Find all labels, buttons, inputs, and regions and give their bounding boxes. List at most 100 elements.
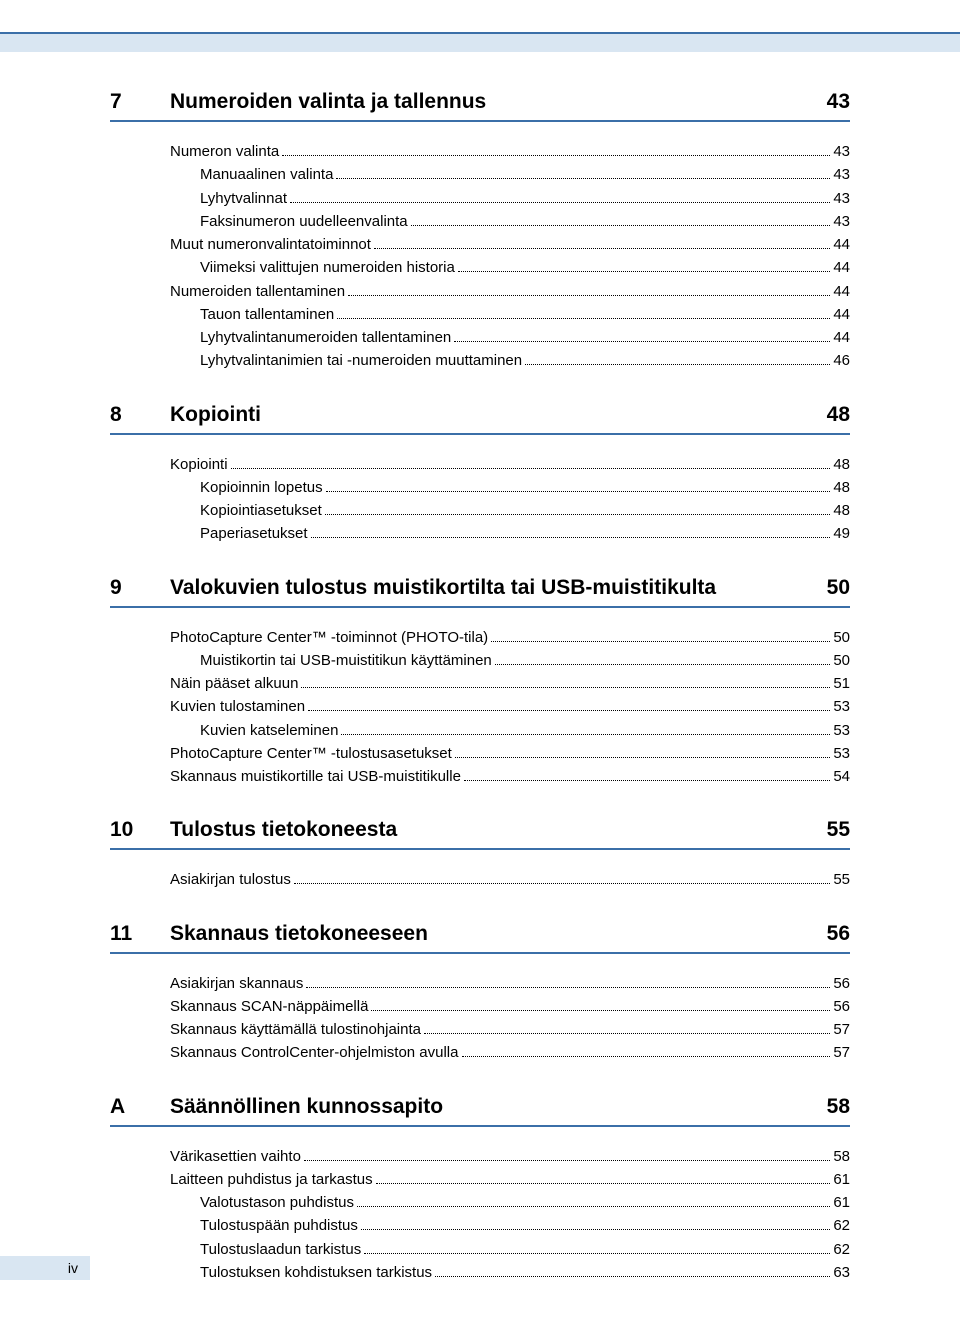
entry-dots bbox=[491, 641, 830, 642]
toc-entry: Laitteen puhdistus ja tarkastus 61 bbox=[170, 1168, 850, 1191]
section-title: Numeroiden valinta ja tallennus bbox=[170, 90, 827, 114]
entry-dots bbox=[462, 1056, 831, 1057]
entry-page: 61 bbox=[833, 1191, 850, 1214]
toc-entry: PhotoCapture Center™ -tulostusasetukset5… bbox=[170, 742, 850, 765]
entry-dots bbox=[348, 295, 830, 296]
entry-label: Tauon tallentaminen bbox=[200, 303, 334, 326]
entry-label: Numeron valinta bbox=[170, 140, 279, 163]
section-entries: Asiakirjan skannaus56 Skannaus SCAN-näpp… bbox=[170, 972, 850, 1065]
toc-entry: Numeron valinta 43 bbox=[170, 140, 850, 163]
section-number: 11 bbox=[110, 922, 170, 946]
entry-dots bbox=[357, 1206, 830, 1207]
entry-page: 62 bbox=[833, 1214, 850, 1237]
toc-entry: Viimeksi valittujen numeroiden historia4… bbox=[170, 256, 850, 279]
section-number: 10 bbox=[110, 818, 170, 842]
toc-entry: Kopiointiasetukset48 bbox=[170, 499, 850, 522]
section-header: 9 Valokuvien tulostus muistikortilta tai… bbox=[110, 576, 850, 608]
page-number: iv bbox=[68, 1260, 78, 1276]
entry-page: 43 bbox=[833, 140, 850, 163]
entry-dots bbox=[495, 664, 831, 665]
toc-content: 7 Numeroiden valinta ja tallennus 43 Num… bbox=[110, 90, 850, 1314]
section-entries: Numeron valinta43 Manuaalinen valinta43 … bbox=[170, 140, 850, 373]
entry-dots bbox=[361, 1229, 830, 1230]
toc-entry: Kopiointi48 bbox=[170, 453, 850, 476]
entry-label: Muistikortin tai USB-muistitikun käyttäm… bbox=[200, 649, 492, 672]
toc-section: 7 Numeroiden valinta ja tallennus 43 Num… bbox=[110, 90, 850, 373]
entry-label: Paperiasetukset bbox=[200, 522, 308, 545]
entry-page: 49 bbox=[833, 522, 850, 545]
entry-dots bbox=[290, 202, 830, 203]
toc-entry: Kuvien tulostaminen53 bbox=[170, 695, 850, 718]
entry-page: 56 bbox=[833, 972, 850, 995]
toc-entry: Lyhytvalintanimien tai -numeroiden muutt… bbox=[170, 349, 850, 372]
section-entries: Kopiointi48 Kopioinnin lopetus48 Kopioin… bbox=[170, 453, 850, 546]
toc-entry: Kopioinnin lopetus 48 bbox=[170, 476, 850, 499]
toc-entry: Tulostuksen kohdistuksen tarkistus63 bbox=[170, 1261, 850, 1284]
entry-page: 55 bbox=[833, 868, 850, 891]
entry-label: Kuvien tulostaminen bbox=[170, 695, 305, 718]
entry-label: Numeroiden tallentaminen bbox=[170, 280, 345, 303]
toc-section: A Säännöllinen kunnossapito 58 Värikaset… bbox=[110, 1095, 850, 1285]
entry-label: Manuaalinen valinta bbox=[200, 163, 333, 186]
entry-dots bbox=[294, 883, 830, 884]
entry-dots bbox=[525, 364, 830, 365]
entry-page: 43 bbox=[833, 163, 850, 186]
toc-section: 11 Skannaus tietokoneeseen 56 Asiakirjan… bbox=[110, 922, 850, 1065]
entry-page: 48 bbox=[833, 499, 850, 522]
entry-label: Laitteen puhdistus ja tarkastus bbox=[170, 1168, 373, 1191]
toc-entry: Lyhytvalinnat 43 bbox=[170, 187, 850, 210]
toc-entry: Paperiasetukset 49 bbox=[170, 522, 850, 545]
entry-label: Asiakirjan skannaus bbox=[170, 972, 303, 995]
entry-label: Muut numeronvalintatoiminnot bbox=[170, 233, 371, 256]
entry-page: 58 bbox=[833, 1145, 850, 1168]
entry-page: 43 bbox=[833, 210, 850, 233]
entry-dots bbox=[311, 537, 831, 538]
toc-entry: Numeroiden tallentaminen44 bbox=[170, 280, 850, 303]
entry-page: 44 bbox=[833, 326, 850, 349]
entry-label: Lyhytvalintanimien tai -numeroiden muutt… bbox=[200, 349, 522, 372]
section-title: Skannaus tietokoneeseen bbox=[170, 922, 827, 946]
toc-entry: Tulostuslaadun tarkistus62 bbox=[170, 1238, 850, 1261]
section-entries: Asiakirjan tulostus55 bbox=[170, 868, 850, 891]
entry-dots bbox=[458, 271, 830, 272]
toc-entry: PhotoCapture Center™ -toiminnot (PHOTO-t… bbox=[170, 626, 850, 649]
entry-label: PhotoCapture Center™ -toiminnot (PHOTO-t… bbox=[170, 626, 488, 649]
entry-dots bbox=[435, 1276, 830, 1277]
toc-entry: Manuaalinen valinta 43 bbox=[170, 163, 850, 186]
entry-dots bbox=[364, 1253, 830, 1254]
toc-entry: Muistikortin tai USB-muistitikun käyttäm… bbox=[170, 649, 850, 672]
toc-section: 10 Tulostus tietokoneesta 55 Asiakirjan … bbox=[110, 818, 850, 891]
entry-label: Lyhytvalinnat bbox=[200, 187, 287, 210]
entry-page: 43 bbox=[833, 187, 850, 210]
page-number-footer: iv bbox=[0, 1256, 90, 1280]
entry-page: 44 bbox=[833, 233, 850, 256]
entry-label: Faksinumeron uudelleenvalinta bbox=[200, 210, 408, 233]
section-number: 8 bbox=[110, 403, 170, 427]
entry-page: 57 bbox=[833, 1041, 850, 1064]
entry-label: Kuvien katseleminen bbox=[200, 719, 338, 742]
entry-label: PhotoCapture Center™ -tulostusasetukset bbox=[170, 742, 452, 765]
entry-dots bbox=[464, 780, 830, 781]
toc-entry: Lyhytvalintanumeroiden tallentaminen44 bbox=[170, 326, 850, 349]
toc-entry: Skannaus muistikortille tai USB-muistiti… bbox=[170, 765, 850, 788]
toc-entry: Faksinumeron uudelleenvalinta 43 bbox=[170, 210, 850, 233]
entry-page: 62 bbox=[833, 1238, 850, 1261]
entry-page: 56 bbox=[833, 995, 850, 1018]
entry-label: Kopiointi bbox=[170, 453, 228, 476]
section-page: 43 bbox=[827, 90, 850, 114]
section-header: 11 Skannaus tietokoneeseen 56 bbox=[110, 922, 850, 954]
entry-dots bbox=[341, 734, 830, 735]
entry-label: Kopioinnin lopetus bbox=[200, 476, 323, 499]
entry-label: Skannaus ControlCenter-ohjelmiston avull… bbox=[170, 1041, 459, 1064]
entry-dots bbox=[325, 514, 831, 515]
entry-page: 61 bbox=[833, 1168, 850, 1191]
section-header: 8 Kopiointi 48 bbox=[110, 403, 850, 435]
toc-entry: Skannaus ControlCenter-ohjelmiston avull… bbox=[170, 1041, 850, 1064]
entry-dots bbox=[336, 178, 830, 179]
section-header: A Säännöllinen kunnossapito 58 bbox=[110, 1095, 850, 1127]
entry-dots bbox=[304, 1160, 830, 1161]
section-header: 10 Tulostus tietokoneesta 55 bbox=[110, 818, 850, 850]
entry-page: 48 bbox=[833, 476, 850, 499]
entry-page: 57 bbox=[833, 1018, 850, 1041]
toc-section: 8 Kopiointi 48 Kopiointi48 Kopioinnin lo… bbox=[110, 403, 850, 546]
